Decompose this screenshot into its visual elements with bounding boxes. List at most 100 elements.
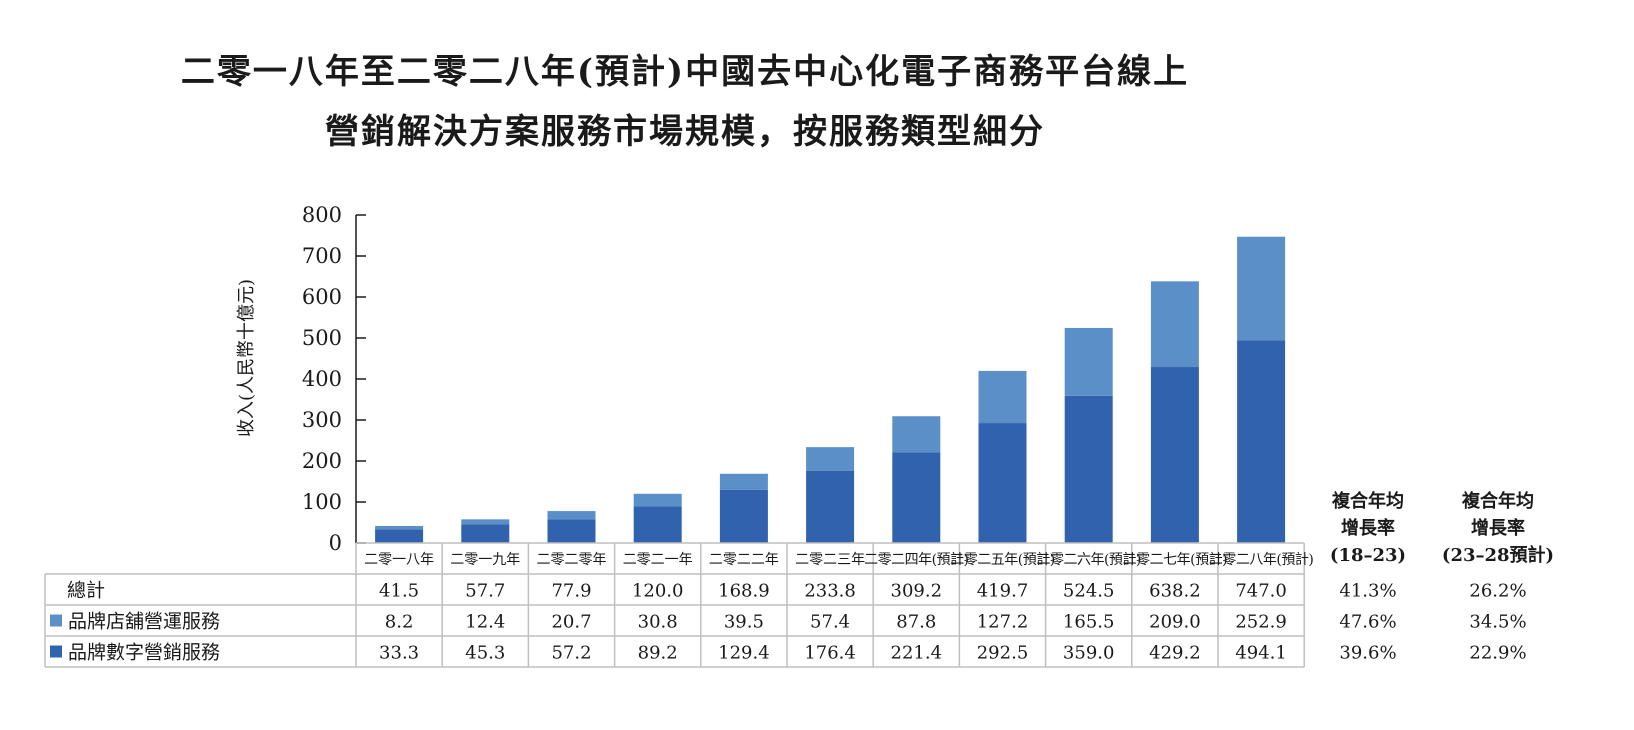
bar-digital-marketing [461,524,510,543]
y-tick-label: 100 [302,490,342,514]
bar-store-operations [1064,327,1113,396]
cell-value-total: 77.9 [551,581,591,602]
cell-value-digital-marketing: 57.2 [551,643,591,664]
cell-value-digital-marketing: 176.4 [804,643,856,664]
bar-digital-marketing [547,519,596,543]
x-category-label: 二零二零年 [537,552,607,568]
cell-value-store-operations: 8.2 [385,612,414,633]
cell-value-total: 168.9 [718,581,770,602]
x-category-label: 二零二二年 [709,552,779,568]
x-category-label: 二零一八年 [364,552,434,568]
bar-store-operations [978,370,1027,424]
y-tick-label: 800 [302,203,342,227]
cell-value-total: 638.2 [1149,581,1201,602]
data-table: 二零一八年 二零一九年 二零二零年 二零二一年 二零二二年 二零二三年二零二四年(預計)二… [44,542,1314,668]
x-category-label: 二零二一年 [623,552,693,568]
cagr-value: 47.6% [1339,612,1396,633]
cagr-value: 22.9% [1469,643,1526,664]
x-category-label: 二零二四年(預計) [864,552,968,568]
cagr-header: 複合年均 [1461,490,1534,512]
chart-title-line-2: 營銷解決方案服務市場規模，按服務類型細分 [325,112,1045,152]
x-category-label: 二零二六年(預計) [1036,552,1140,568]
cell-value-digital-marketing: 359.0 [1063,643,1115,664]
cell-value-digital-marketing: 89.2 [638,643,678,664]
bar-store-operations [461,519,510,525]
x-category-label: 二零一九年 [450,552,520,568]
cell-value-store-operations: 30.8 [638,612,678,633]
cell-value-digital-marketing: 221.4 [891,643,943,664]
bar-digital-marketing [892,452,941,543]
row-label-total: 總計 [67,580,105,602]
cell-value-total: 41.5 [379,581,419,602]
bar-digital-marketing [1064,395,1113,543]
bar-store-operations [719,473,768,490]
cell-value-store-operations: 209.0 [1149,612,1201,633]
x-category-label: 二零二七年(預計) [1123,552,1227,568]
cell-value-total: 419.7 [977,581,1029,602]
y-tick-label: 300 [302,408,342,432]
bar-store-operations [892,416,941,453]
y-tick-label: 600 [302,285,342,309]
bar-digital-marketing [978,423,1027,543]
legend-swatch-digital-marketing [50,645,62,658]
cell-value-store-operations: 127.2 [977,612,1029,633]
bar-digital-marketing [1237,340,1286,543]
row-label-digital-marketing: 品牌數字營銷服務 [68,642,220,664]
y-tick-label: 200 [302,449,342,473]
cell-value-digital-marketing: 33.3 [379,643,419,664]
cagr-value: 41.3% [1339,581,1396,602]
cell-value-digital-marketing: 129.4 [718,643,770,664]
cagr-value: 39.6% [1339,643,1396,664]
y-axis-label-group: 收入(人民幣十億元) [236,279,257,437]
cagr-header: 增長率 [1341,517,1395,539]
bar-store-operations [375,525,424,530]
cell-value-digital-marketing: 429.2 [1149,643,1201,664]
cell-value-total: 233.8 [804,581,856,602]
cagr-header: 複合年均 [1331,490,1404,512]
cell-value-total: 524.5 [1063,581,1115,602]
cell-value-store-operations: 12.4 [465,612,505,633]
bar-series [375,236,1286,543]
cagr-header: (23–28預計) [1442,544,1554,566]
x-category-label: 二零二八年(預計) [1209,552,1313,568]
cell-value-store-operations: 57.4 [810,612,850,633]
cell-value-store-operations: 165.5 [1063,612,1115,633]
bar-store-operations [547,511,596,520]
row-label-store-operations: 品牌店舖營運服務 [68,611,220,633]
cell-value-total: 747.0 [1235,581,1287,602]
legend-swatch-store-operations [50,614,62,627]
chart-title-line-1: 二零一八年至二零二八年(預計)中國去中心化電子商務平台線上 [180,52,1190,92]
x-category-label: 二零二五年(預計) [950,552,1054,568]
y-axis-label: 收入(人民幣十億元) [236,279,257,437]
x-category-label: 二零二三年 [795,552,865,568]
bar-digital-marketing [633,506,682,543]
cell-value-total: 120.0 [632,581,684,602]
bar-digital-marketing [806,470,855,543]
bar-digital-marketing [375,529,424,543]
cagr-value: 34.5% [1469,612,1526,633]
y-tick-label: 700 [302,244,342,268]
y-axis: 0 100 200 300 400 500 600 700 800 [302,203,366,555]
y-tick-label: 400 [302,367,342,391]
cell-value-total: 57.7 [465,581,505,602]
cell-value-store-operations: 20.7 [551,612,591,633]
bar-digital-marketing [719,489,768,543]
cell-value-total: 309.2 [891,581,943,602]
cell-value-digital-marketing: 45.3 [465,643,505,664]
bar-store-operations [806,447,855,471]
cell-value-store-operations: 39.5 [724,612,764,633]
cagr-header: 增長率 [1471,517,1525,539]
y-tick-label: 0 [329,531,342,555]
bar-store-operations [1150,281,1199,368]
cell-value-digital-marketing: 292.5 [977,643,1029,664]
bar-store-operations [1237,236,1286,341]
cagr-value: 26.2% [1469,581,1526,602]
bar-store-operations [633,493,682,507]
bar-digital-marketing [1150,367,1199,543]
cagr-header: (18–23) [1330,545,1406,566]
y-tick-label: 500 [302,326,342,350]
cell-value-digital-marketing: 494.1 [1235,643,1287,664]
cell-value-store-operations: 252.9 [1235,612,1287,633]
